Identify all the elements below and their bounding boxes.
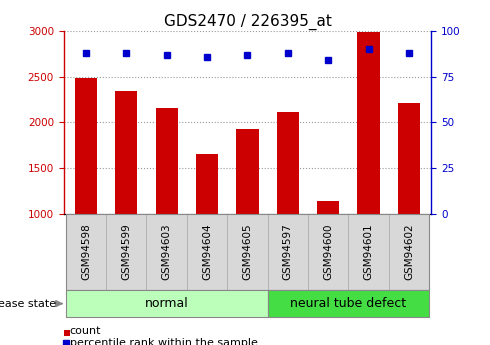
Text: GSM94603: GSM94603: [162, 224, 172, 280]
Bar: [317, 201, 339, 214]
Bar: [358, 32, 380, 214]
Text: GSM94602: GSM94602: [404, 224, 414, 280]
Title: GDS2470 / 226395_at: GDS2470 / 226395_at: [164, 13, 331, 30]
Text: GSM94599: GSM94599: [122, 224, 131, 280]
Text: percentile rank within the sample: percentile rank within the sample: [70, 338, 257, 345]
Text: GSM94600: GSM94600: [323, 224, 333, 280]
Text: count: count: [70, 326, 101, 336]
Bar: [277, 111, 299, 214]
Text: GSM94597: GSM94597: [283, 224, 293, 280]
Text: normal: normal: [145, 297, 189, 310]
Bar: [75, 78, 97, 214]
Text: GSM94604: GSM94604: [202, 224, 212, 280]
Bar: [236, 129, 259, 214]
Text: disease state: disease state: [0, 299, 56, 308]
Text: GSM94601: GSM94601: [364, 224, 373, 280]
Text: GSM94605: GSM94605: [243, 224, 252, 280]
Bar: [398, 103, 420, 214]
Bar: [156, 108, 178, 214]
Text: neural tube defect: neural tube defect: [291, 297, 407, 310]
Bar: [115, 91, 137, 214]
Text: GSM94598: GSM94598: [81, 224, 91, 280]
Bar: [196, 155, 218, 214]
